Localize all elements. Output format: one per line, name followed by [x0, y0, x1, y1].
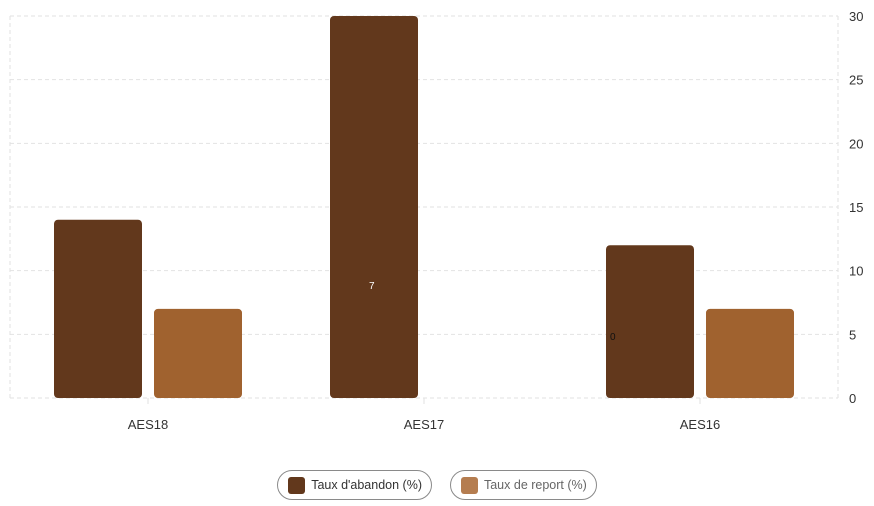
bar-aes16-series-2[interactable]: [706, 308, 794, 398]
legend-item-taux-abandon[interactable]: Taux d'abandon (%): [277, 470, 432, 500]
y-tick-label: 10: [849, 264, 863, 279]
y-axis-ticks: 0 5 10 15 20 25 30: [849, 9, 863, 406]
legend-label-taux-abandon: Taux d'abandon (%): [311, 478, 422, 492]
bar-aes16-series-1[interactable]: [606, 245, 694, 398]
bar-aes17-series-1[interactable]: [330, 16, 418, 398]
legend-swatch-taux-report: [460, 476, 478, 494]
y-tick-label: 0: [849, 391, 856, 406]
y-tick-label: 30: [849, 9, 863, 24]
data-label-aes17: 7: [369, 281, 375, 292]
y-tick-label: 5: [849, 327, 856, 342]
x-category-label: AES16: [680, 417, 720, 432]
legend: Taux d'abandon (%) Taux de report (%): [0, 470, 874, 504]
legend-label-taux-report: Taux de report (%): [483, 478, 587, 492]
x-axis-categories: AES18 AES17 AES16: [128, 398, 720, 432]
data-labels: 70: [369, 281, 616, 343]
data-label-aes16: 0: [610, 332, 616, 343]
bars: [54, 16, 794, 398]
legend-item-taux-report[interactable]: Taux de report (%): [449, 470, 597, 500]
legend-swatch-taux-abandon: [288, 476, 306, 494]
y-tick-label: 20: [849, 136, 863, 151]
bar-aes18-series-2[interactable]: [154, 308, 242, 398]
x-category-label: AES17: [404, 417, 444, 432]
y-tick-label: 25: [849, 73, 863, 88]
x-category-label: AES18: [128, 417, 168, 432]
bar-aes18-series-1[interactable]: [54, 219, 142, 398]
y-tick-label: 15: [849, 200, 863, 215]
grid-lines: [9, 15, 839, 399]
